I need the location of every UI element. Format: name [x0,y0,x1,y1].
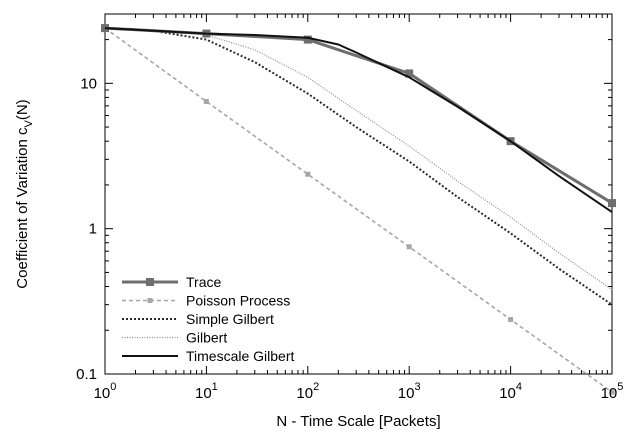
y-tick-label: 10 [80,75,97,92]
legend-label: Gilbert [186,330,227,346]
x-tick-label: 102 [296,381,319,402]
data-point [303,35,312,44]
series-line [104,27,613,291]
series-trace [101,24,616,208]
data-point [203,98,209,104]
series-gilbert [104,27,613,291]
legend-label: Simple Gilbert [186,311,274,327]
data-point [609,389,615,395]
plot-frame [104,13,613,375]
legend-marker [147,298,153,303]
y-axis-title-main: Coefficient of Variation c [14,127,31,289]
legend-item: Simple Gilbert [122,311,274,327]
x-tick-label: 101 [195,381,218,402]
y-tick-label: 1 [89,221,97,238]
x-tick-label: 105 [601,381,624,402]
x-tick-label: 104 [499,381,522,402]
series-timescale-gilbert [104,27,613,213]
data-point [405,69,414,78]
legend-marker [146,278,154,286]
legend-item: Timescale Gilbert [122,348,295,364]
legend-item: Gilbert [122,330,227,346]
legend-label: Trace [186,274,221,290]
data-point [608,199,616,208]
x-tick-labels: 100 101 102 103 104 105 [94,381,624,402]
axis-ticks [104,13,613,375]
legend-item: Trace [122,274,221,290]
legend-item: Poisson Process [122,293,290,309]
legend: Trace Poisson Process Simple Gilbert Gilber… [122,274,295,364]
series-line [104,27,613,306]
x-axis-title: N - Time Scale [Packets] [276,413,440,430]
data-point [406,244,412,250]
series-poisson-process [102,25,615,395]
data-point [305,171,311,177]
series-line [104,27,613,213]
legend-label: Timescale Gilbert [186,348,295,364]
series-layer [101,24,616,395]
y-tick-labels: 0.1 1 10 [76,75,97,383]
series-simple-gilbert [104,27,613,306]
x-tick-label: 103 [398,381,421,402]
y-axis-title-tail: (N) [14,99,31,120]
y-axis-title: Coefficient of Variation cV(N) [14,99,35,288]
y-tick-label: 0.1 [76,366,97,383]
x-tick-label: 100 [94,381,117,402]
legend-label: Poisson Process [186,293,290,309]
y-axis-title-subscript: V [23,119,35,127]
series-line [104,27,613,393]
plot-area [101,13,616,395]
data-point [508,317,514,323]
